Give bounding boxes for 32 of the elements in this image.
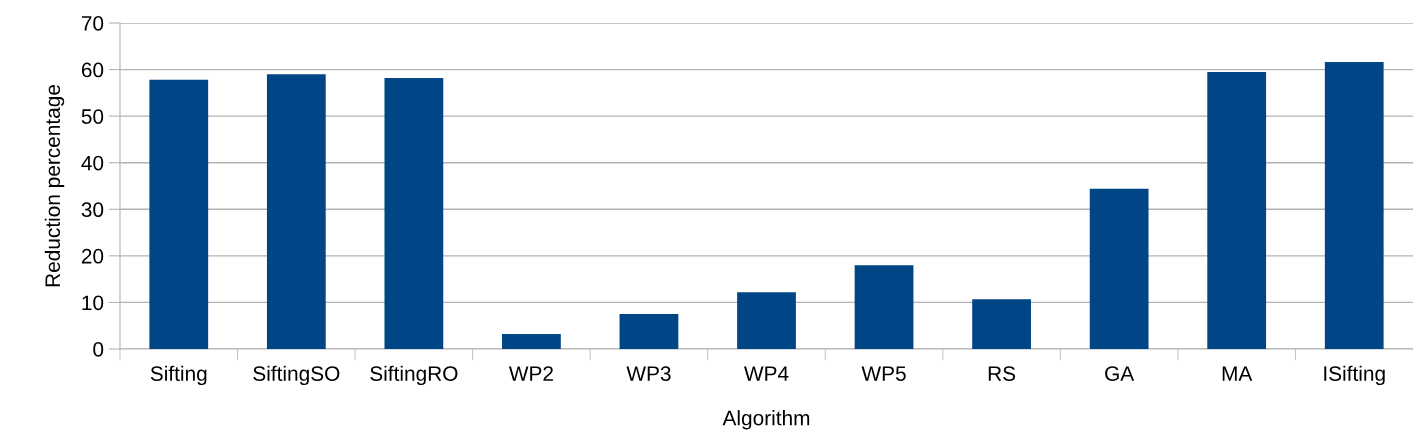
bar — [1207, 71, 1267, 349]
bar — [737, 292, 796, 349]
y-tick-label: 60 — [81, 62, 104, 78]
x-tick-label: RS — [988, 366, 1016, 381]
y-tick-label: 30 — [81, 202, 104, 218]
x-tick-label: GA — [1105, 366, 1135, 381]
x-tick-label: WP3 — [626, 366, 671, 381]
y-tick-label: 0 — [93, 342, 104, 357]
x-tick-label: ISifting — [1324, 365, 1385, 386]
bar — [384, 77, 444, 349]
x-tick-label: MA — [1222, 366, 1253, 381]
x-axis-title: Algorithm — [722, 410, 810, 430]
y-axis-title: Reduction percentage — [44, 84, 65, 287]
bar — [619, 314, 679, 349]
x-tick-label: SiftingRO — [370, 365, 458, 386]
y-tick-label: 10 — [82, 295, 104, 311]
y-tick-label: 40 — [81, 155, 104, 171]
bar — [972, 299, 1031, 349]
y-tick-label: 70 — [81, 16, 104, 31]
bar — [502, 334, 561, 349]
bar — [854, 265, 914, 349]
bar — [1324, 62, 1384, 349]
bar — [266, 74, 326, 349]
x-tick-label: WP2 — [508, 366, 553, 381]
x-tick-label: SiftingSO — [253, 365, 340, 386]
x-tick-label: WP5 — [861, 366, 906, 381]
bar — [1089, 188, 1149, 349]
y-tick-label: 20 — [81, 248, 104, 264]
y-tick-label: 50 — [81, 109, 104, 124]
bar — [149, 79, 209, 349]
x-tick-label: Sifting — [150, 365, 207, 386]
x-tick-label: WP4 — [744, 366, 789, 381]
